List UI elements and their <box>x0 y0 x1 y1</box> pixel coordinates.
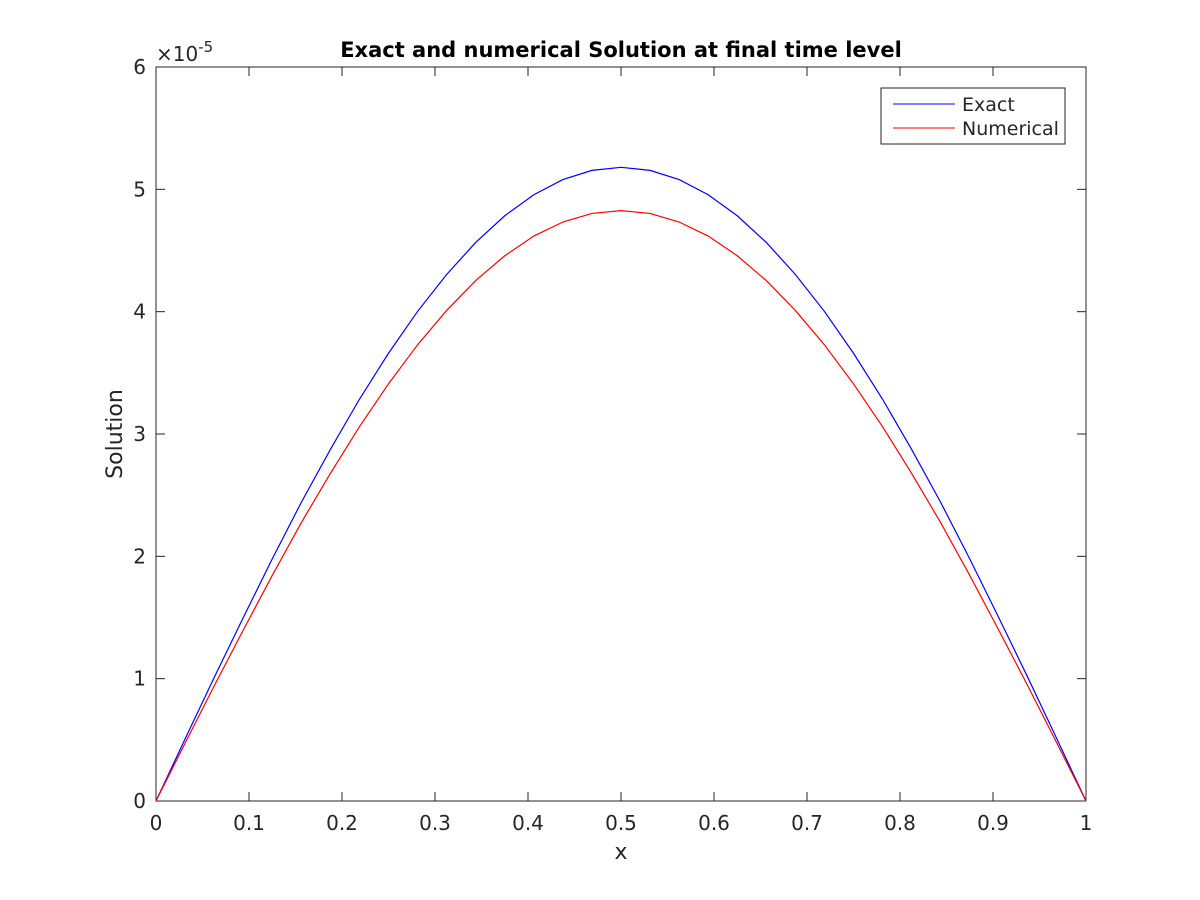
legend: Exact Numerical <box>880 87 1066 145</box>
axes-box <box>155 66 1087 802</box>
series-layer <box>155 166 1087 802</box>
series-line-exact <box>155 166 1087 802</box>
x-tick-label: 0.1 <box>233 811 265 835</box>
x-tick-label: 0.6 <box>698 811 730 835</box>
legend-label-numerical: Numerical <box>962 118 1059 140</box>
y-exponent-power: -5 <box>198 38 213 56</box>
ticks-layer: 0 0.1 0.2 0.3 0.4 0.5 0.6 0.7 0.8 0.9 1 0 1 2 3 4 5 6 <box>133 55 1092 835</box>
x-axis-label: x <box>614 840 627 865</box>
legend-label-exact: Exact <box>962 94 1015 116</box>
x-tick-label: 0.8 <box>884 811 916 835</box>
y-axis-label: Solution <box>103 389 128 479</box>
x-tick-label: 0.5 <box>605 811 637 835</box>
y-exponent-label: ×10-5 <box>156 38 213 66</box>
y-tick-label: 1 <box>133 667 146 691</box>
x-tick-label: 0.7 <box>791 811 823 835</box>
y-tick-label: 2 <box>133 544 146 568</box>
x-tick-label: 0.4 <box>512 811 544 835</box>
x-tick-label: 0.3 <box>419 811 451 835</box>
y-tick-label: 6 <box>133 55 146 79</box>
plot-area: 0 0.1 0.2 0.3 0.4 0.5 0.6 0.7 0.8 0.9 1 0 1 2 3 4 5 6 <box>133 55 1092 835</box>
x-tick-label: 0.9 <box>977 811 1009 835</box>
y-exponent-base: ×10 <box>156 42 198 66</box>
y-tick-label: 0 <box>133 789 146 813</box>
x-tick-label: 1 <box>1080 811 1093 835</box>
chart-title: Exact and numerical Solution at final ti… <box>340 38 902 62</box>
y-tick-label: 4 <box>133 300 146 324</box>
x-tick-label: 0.2 <box>326 811 358 835</box>
y-tick-label: 5 <box>133 177 146 201</box>
legend-box <box>880 87 1066 145</box>
x-tick-label: 0 <box>150 811 163 835</box>
y-tick-label: 3 <box>133 422 146 446</box>
series-line-numerical <box>155 210 1087 802</box>
